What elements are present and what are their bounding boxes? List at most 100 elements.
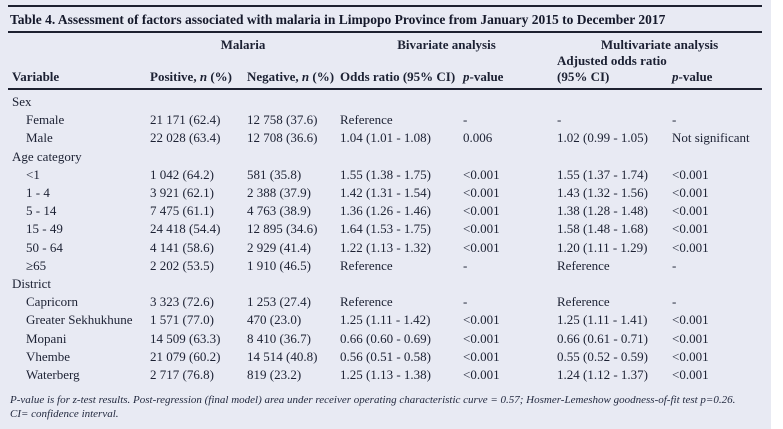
positive-cell: 21 079 (60.2) bbox=[150, 348, 221, 364]
positive-cell: 2 202 (53.5) bbox=[150, 257, 214, 273]
odds-ratio-cell: 1.36 (1.26 - 1.46) bbox=[340, 203, 431, 219]
odds-ratio-cell: 1.25 (1.13 - 1.38) bbox=[340, 367, 431, 383]
column-header-positive: Positive, n (%) bbox=[146, 68, 243, 85]
p-value-cell: <0.001 bbox=[463, 330, 500, 346]
variable-cell: 15 - 49 bbox=[26, 221, 63, 237]
title-rule bbox=[8, 31, 762, 33]
group-header-bivariate: Bivariate analysis bbox=[397, 37, 496, 52]
variable-cell: 1 - 4 bbox=[26, 185, 50, 201]
column-header-row: Variable Positive, n (%) Negative, n (%)… bbox=[8, 68, 762, 88]
section-label: District bbox=[12, 276, 51, 292]
odds-ratio-cell: 1.04 (1.01 - 1.08) bbox=[340, 130, 431, 146]
table-row: <1 1 042 (64.2) 581 (35.8) 1.55 (1.38 - 1.7… bbox=[8, 166, 762, 184]
adjusted-or-cell: 1.02 (0.99 - 1.05) bbox=[557, 130, 648, 146]
table-row: Vhembe 21 079 (60.2) 14 514 (40.8) 0.56 (0.… bbox=[8, 348, 762, 366]
table-row: Waterberg 2 717 (76.8) 819 (23.2) 1.25 (1.1… bbox=[8, 366, 762, 384]
adjusted-p-value-cell: - bbox=[672, 294, 677, 310]
table-row: 15 - 49 24 418 (54.4) 12 895 (34.6) 1.64 (1… bbox=[8, 220, 762, 238]
footnote-pvalue-note: P-value is for z-test results. Post-regr… bbox=[10, 394, 736, 407]
adjusted-p-value-cell: <0.001 bbox=[672, 367, 709, 383]
negative-cell: 2 388 (37.9) bbox=[247, 185, 311, 201]
adjusted-p-value-cell: <0.001 bbox=[672, 221, 709, 237]
adjusted-p-value-cell: <0.001 bbox=[672, 166, 709, 182]
odds-ratio-cell: 1.25 (1.11 - 1.42) bbox=[340, 312, 431, 328]
odds-ratio-cell: 0.56 (0.51 - 0.58) bbox=[340, 348, 431, 364]
table-row: 50 - 64 4 141 (58.6) 2 929 (41.4) 1.22 (1.1… bbox=[8, 239, 762, 257]
adjusted-or-cell: 1.25 (1.11 - 1.41) bbox=[557, 312, 648, 328]
adjusted-p-value-cell: - bbox=[672, 257, 677, 273]
negative-cell: 12 708 (36.6) bbox=[247, 130, 318, 146]
adjusted-p-value-cell: <0.001 bbox=[672, 185, 709, 201]
negative-cell: 470 (23.0) bbox=[247, 312, 302, 328]
p-value-label-rest: -value bbox=[469, 69, 504, 84]
positive-cell: 1 571 (77.0) bbox=[150, 312, 214, 328]
p-value-cell: - bbox=[463, 294, 468, 310]
adjusted-p-value-cell: <0.001 bbox=[672, 312, 709, 328]
negative-cell: 8 410 (36.7) bbox=[247, 330, 311, 346]
p-value-cell: <0.001 bbox=[463, 185, 500, 201]
p-value-label-p: p bbox=[463, 69, 470, 84]
negative-cell: 12 758 (37.6) bbox=[247, 112, 318, 128]
negative-cell: 14 514 (40.8) bbox=[247, 348, 318, 364]
top-rule bbox=[8, 5, 762, 7]
p-value-cell: <0.001 bbox=[463, 312, 500, 328]
header-rule bbox=[8, 88, 762, 90]
positive-label-n: n bbox=[199, 69, 208, 84]
variable-cell: Vhembe bbox=[26, 348, 71, 364]
table-row: Female 21 171 (62.4) 12 758 (37.6) Referenc… bbox=[8, 111, 762, 129]
group-header-multivariate: Multivariate analysis bbox=[600, 37, 719, 52]
adjusted-or-cell: - bbox=[557, 112, 562, 128]
adjusted-or-cell: 1.38 (1.28 - 1.48) bbox=[557, 203, 648, 219]
section-label: Sex bbox=[12, 94, 32, 109]
variable-cell: 50 - 64 bbox=[26, 239, 63, 255]
negative-cell: 819 (23.2) bbox=[247, 367, 302, 383]
group-header-row: Malaria Bivariate analysis Multivariate … bbox=[8, 33, 762, 53]
variable-cell: Male bbox=[26, 130, 53, 146]
variable-cell: 5 - 14 bbox=[26, 203, 57, 219]
positive-cell: 2 717 (76.8) bbox=[150, 367, 214, 383]
positive-cell: 1 042 (64.2) bbox=[150, 166, 214, 182]
adjusted-p-value-cell: <0.001 bbox=[672, 239, 709, 255]
positive-label-prefix: Positive, bbox=[150, 69, 200, 84]
footnotes: P-value is for z-test results. Post-regr… bbox=[10, 393, 761, 421]
adjusted-or-cell: 1.43 (1.32 - 1.56) bbox=[557, 185, 648, 201]
p-value-cell: <0.001 bbox=[463, 203, 500, 219]
table-row: Mopani 14 509 (63.3) 8 410 (36.7) 0.66 (0.6… bbox=[8, 330, 762, 348]
odds-ratio-cell: Reference bbox=[340, 112, 393, 128]
adjusted-or-cell: 0.55 (0.52 - 0.59) bbox=[557, 348, 648, 364]
odds-ratio-cell: 1.22 (1.13 - 1.32) bbox=[340, 239, 431, 255]
p-value-cell: - bbox=[463, 112, 468, 128]
table-body: Sex Female 21 171 (62.4) 12 758 (37.6) Refer… bbox=[0, 93, 771, 384]
group-header-malaria: Malaria bbox=[220, 37, 266, 52]
adjusted-p-value-label-p: p bbox=[672, 69, 679, 84]
variable-cell: Capricorn bbox=[26, 294, 78, 310]
variable-cell: Greater Sekhukhune bbox=[26, 312, 133, 328]
adjusted-p-value-cell: <0.001 bbox=[672, 348, 709, 364]
section-row: Age category bbox=[8, 148, 762, 166]
adjusted-p-value-cell: - bbox=[672, 112, 677, 128]
adjusted-or-cell: Reference bbox=[557, 294, 610, 310]
positive-cell: 24 418 (54.4) bbox=[150, 221, 221, 237]
p-value-cell: <0.001 bbox=[463, 221, 500, 237]
variable-cell: ≥65 bbox=[26, 257, 47, 273]
adjusted-or-cell: 1.20 (1.11 - 1.29) bbox=[557, 239, 648, 255]
odds-ratio-cell: Reference bbox=[340, 294, 393, 310]
adjusted-or-cell: 1.55 (1.37 - 1.74) bbox=[557, 166, 648, 182]
odds-ratio-cell: 0.66 (0.60 - 0.69) bbox=[340, 330, 431, 346]
table-row: 1 - 4 3 921 (62.1) 2 388 (37.9) 1.42 (1.31 … bbox=[8, 184, 762, 202]
positive-cell: 7 475 (61.1) bbox=[150, 203, 214, 219]
p-value-cell: <0.001 bbox=[463, 239, 500, 255]
p-value-cell: <0.001 bbox=[463, 166, 500, 182]
table-row: ≥65 2 202 (53.5) 1 910 (46.5) Reference - Ref… bbox=[8, 257, 762, 275]
adjusted-p-value-cell: <0.001 bbox=[672, 203, 709, 219]
adjusted-p-value-cell: Not significant bbox=[672, 130, 750, 146]
column-header-p-value: p-value bbox=[459, 68, 553, 85]
column-header-adjusted-p-value: p-value bbox=[668, 68, 762, 85]
variable-cell: <1 bbox=[26, 166, 40, 182]
odds-ratio-cell: 1.64 (1.53 - 1.75) bbox=[340, 221, 431, 237]
negative-cell: 2 929 (41.4) bbox=[247, 239, 311, 255]
adjusted-p-value-cell: <0.001 bbox=[672, 330, 709, 346]
positive-cell: 4 141 (58.6) bbox=[150, 239, 214, 255]
section-row: Sex bbox=[8, 93, 762, 111]
